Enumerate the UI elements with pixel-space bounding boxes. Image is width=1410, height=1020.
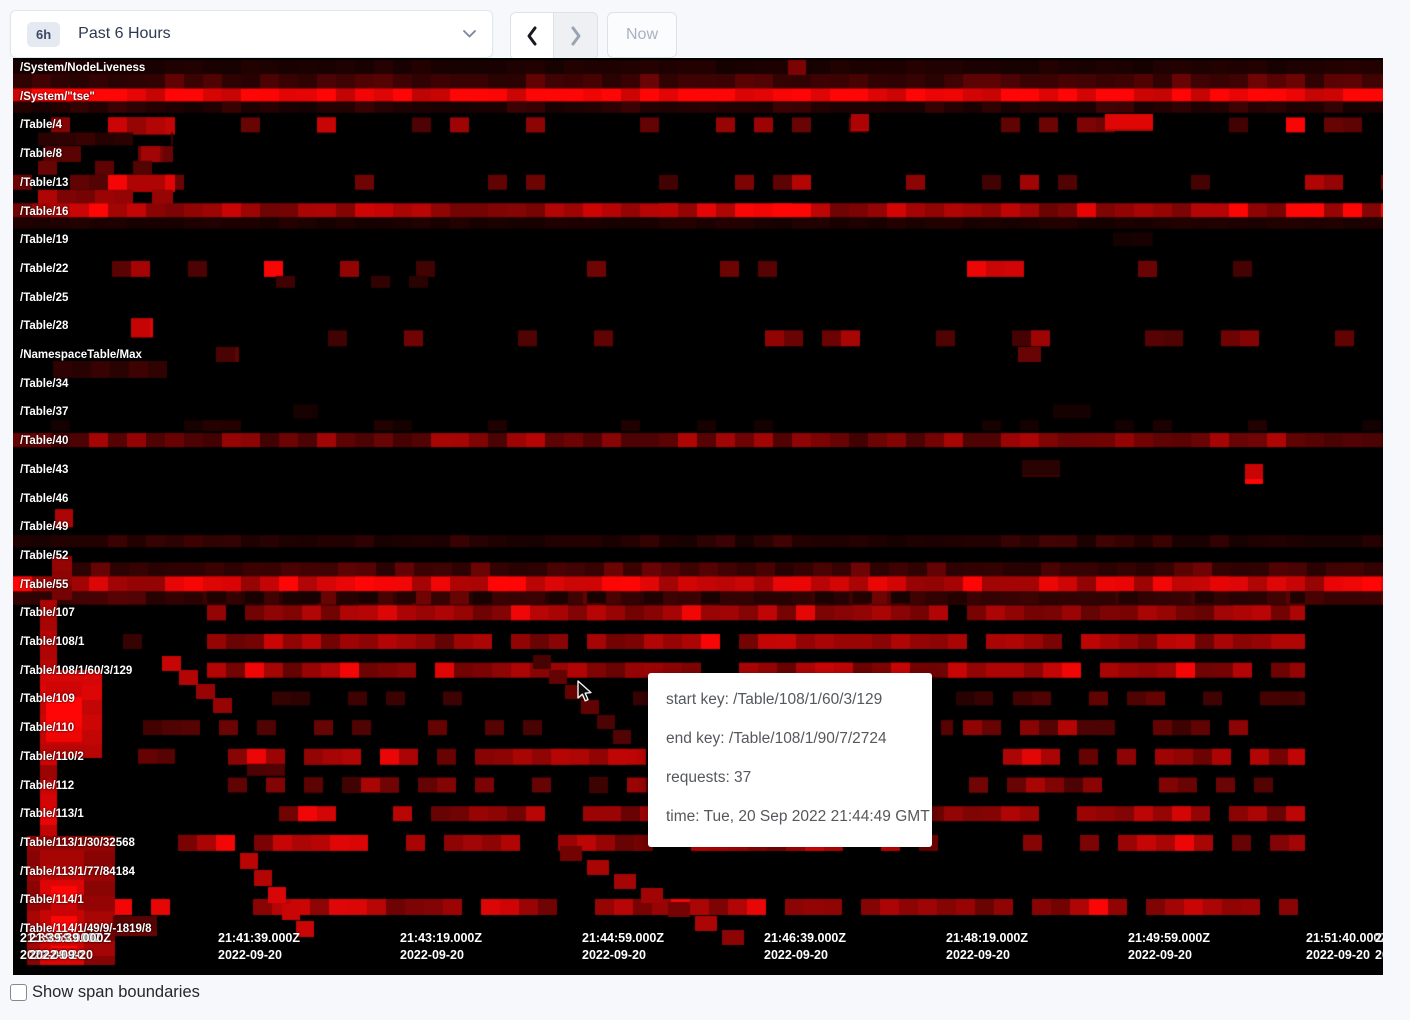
- time-tick-label: 21:43:19.000Z 2022-09-20: [400, 931, 483, 962]
- row-label: /System/"tse": [20, 90, 95, 103]
- chevron-left-icon: [527, 26, 537, 46]
- row-label: /Table/25: [20, 291, 69, 304]
- time-tick-label: 21:39:39.000Z 2022-09-20: [29, 931, 112, 962]
- row-label: /Table/113/1/30/32568: [20, 836, 135, 849]
- tooltip-end-key: end key: /Table/108/1/90/7/2724: [666, 730, 887, 747]
- row-label: /Table/19: [20, 234, 69, 247]
- hover-tooltip: start key: /Table/108/1/60/3/129 end key…: [648, 673, 932, 847]
- row-label: /Table/107: [20, 607, 75, 620]
- row-label: /Table/4: [20, 119, 62, 132]
- show-span-boundaries-checkbox[interactable]: [10, 984, 27, 1001]
- row-label: /Table/114/1: [20, 894, 84, 907]
- time-tick-label: 21:51:40.000Z 2022-09-20: [1306, 931, 1383, 962]
- row-label: /Table/34: [20, 377, 69, 390]
- row-label: /Table/46: [20, 492, 69, 505]
- row-label: /Table/109: [20, 693, 75, 706]
- time-tick-label: 21:48:19.000Z 2022-09-20: [946, 931, 1029, 962]
- show-span-boundaries-label[interactable]: Show span boundaries: [32, 983, 200, 1001]
- row-label: /NamespaceTable/Max: [20, 349, 142, 361]
- tooltip-time: time: Tue, 20 Sep 2022 21:44:49 GMT: [666, 808, 930, 825]
- row-label: /Table/110: [20, 722, 75, 735]
- time-tick-label: 21:41:39.000Z 2022-09-20: [218, 931, 301, 962]
- time-range-label: Past 6 Hours: [78, 25, 171, 42]
- row-label: /System/NodeLiveness: [20, 62, 146, 74]
- row-label: /Table/43: [20, 463, 69, 476]
- row-label: /Table/114/1/49/9/-1819/8: [20, 923, 152, 935]
- mouse-cursor: [577, 680, 592, 702]
- time-tick-label: 21:39:59.000Z 2022-09-20: [20, 931, 103, 962]
- row-label: /Table/113/1: [20, 808, 84, 821]
- row-label: /Table/16: [20, 205, 69, 218]
- chevron-right-icon: [571, 26, 580, 46]
- tooltip-start-key: start key: /Table/108/1/60/3/129: [666, 691, 883, 708]
- time-range-badge: 6h: [27, 21, 61, 47]
- row-label: /Table/22: [20, 262, 69, 275]
- time-range-dropdown[interactable]: 6h Past 6 Hours: [10, 10, 493, 58]
- row-label: /Table/108/1: [20, 636, 85, 648]
- chevron-down-icon: [463, 30, 476, 38]
- time-tick-label: 21:49:59.000Z 2022-09-20: [1128, 931, 1211, 962]
- next-range-button[interactable]: [554, 13, 597, 59]
- row-label: /Table/40: [20, 435, 69, 448]
- row-label: /Table/110/2: [20, 750, 84, 763]
- row-label: /Table/55: [20, 578, 69, 591]
- row-label: /Table/8: [20, 148, 62, 161]
- row-label: /Table/49: [20, 521, 69, 534]
- row-label: /Table/52: [20, 549, 69, 562]
- row-label: /Table/37: [20, 406, 69, 419]
- footer: Show span boundaries: [10, 983, 200, 1002]
- key-visualizer-heatmap[interactable]: /System/NodeLiveness/System/"tse" /Table/…: [13, 58, 1383, 975]
- row-label: /Table/113/1/77/84184: [20, 865, 135, 878]
- tooltip-requests: requests: 37: [666, 769, 752, 786]
- row-label: /Table/13: [20, 176, 69, 189]
- time-nav-group: [510, 12, 598, 60]
- time-tick-label: 21:44:59.000Z 2022-09-20: [582, 931, 665, 962]
- prev-range-button[interactable]: [511, 13, 554, 59]
- time-tick-label: 21:46:39.000Z 2022-09-20: [764, 931, 847, 962]
- row-label: /Table/112: [20, 779, 75, 792]
- row-label: /Table/28: [20, 320, 69, 333]
- now-button[interactable]: Now: [607, 12, 677, 58]
- row-label: /Table/108/1/60/3/129: [20, 664, 133, 677]
